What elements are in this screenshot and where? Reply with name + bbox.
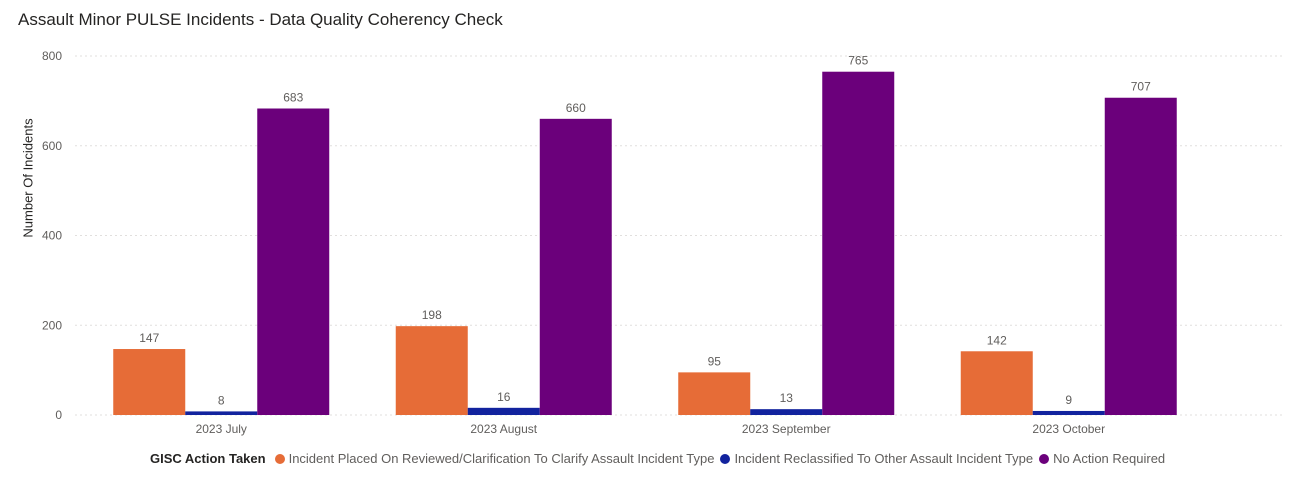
bar-2023-october-series-1[interactable] bbox=[960, 351, 1033, 415]
x-axis-categories: 2023 July 2023 August 2023 September 2023 O… bbox=[196, 422, 1106, 436]
legend-label-reclassified: Incident Reclassified To Other Assault I… bbox=[734, 451, 1034, 466]
legend-item-reviewed[interactable]: Incident Placed On Reviewed/Clarificatio… bbox=[274, 451, 715, 466]
x-category-2023-august: 2023 August bbox=[470, 422, 537, 436]
bar-2023-july-series-3[interactable] bbox=[257, 108, 330, 415]
y-tick-label-600: 600 bbox=[42, 139, 62, 153]
data-label-2023-july-series-2: 8 bbox=[218, 393, 225, 407]
bar-2023-august-series-2[interactable] bbox=[467, 407, 540, 415]
bars bbox=[113, 71, 1177, 416]
data-label-2023-october-series-2: 9 bbox=[1065, 393, 1072, 407]
y-axis-ticks: 0 200 400 600 800 bbox=[42, 49, 62, 422]
data-label-2023-september-series-1: 95 bbox=[708, 354, 722, 368]
x-category-2023-september: 2023 September bbox=[742, 422, 831, 436]
x-category-2023-october: 2023 October bbox=[1032, 422, 1105, 436]
bar-2023-september-series-3[interactable] bbox=[822, 71, 895, 416]
bar-2023-july-series-2[interactable] bbox=[185, 411, 258, 415]
data-label-2023-july-series-3: 683 bbox=[283, 91, 303, 105]
y-tick-label-0: 0 bbox=[55, 408, 62, 422]
data-label-2023-september-series-3: 765 bbox=[848, 54, 868, 68]
chart-title: Assault Minor PULSE Incidents - Data Qua… bbox=[18, 10, 503, 29]
data-label-2023-july-series-1: 147 bbox=[139, 331, 159, 345]
gridlines bbox=[75, 55, 1283, 416]
legend: GISC Action Taken Incident Placed On Rev… bbox=[150, 451, 1171, 466]
bar-2023-august-series-3[interactable] bbox=[539, 118, 612, 415]
bar-2023-october-series-3[interactable] bbox=[1104, 97, 1177, 415]
legend-item-no-action[interactable]: No Action Required bbox=[1039, 451, 1165, 466]
legend-label-no-action: No Action Required bbox=[1053, 451, 1166, 466]
data-label-2023-october-series-1: 142 bbox=[987, 333, 1007, 347]
y-tick-label-800: 800 bbox=[42, 49, 62, 63]
data-label-2023-august-series-3: 660 bbox=[566, 101, 586, 115]
bar-2023-july-series-1[interactable] bbox=[113, 349, 186, 415]
bar-2023-september-series-2[interactable] bbox=[750, 409, 823, 415]
data-label-2023-august-series-2: 16 bbox=[497, 390, 511, 404]
legend-title: GISC Action Taken bbox=[150, 451, 266, 466]
data-label-2023-october-series-3: 707 bbox=[1131, 80, 1151, 94]
data-labels: 147 8 683 198 16 660 95 13 765 142 9 707 bbox=[139, 54, 1151, 408]
bar-2023-october-series-2[interactable] bbox=[1032, 410, 1105, 415]
legend-dot-reviewed-icon bbox=[274, 453, 285, 464]
legend-dot-reclassified-icon bbox=[720, 453, 731, 464]
data-label-2023-august-series-1: 198 bbox=[422, 308, 442, 322]
legend-item-reclassified[interactable]: Incident Reclassified To Other Assault I… bbox=[720, 451, 1033, 466]
legend-dot-no-action-icon bbox=[1039, 453, 1050, 464]
bar-2023-august-series-1[interactable] bbox=[395, 326, 468, 415]
y-tick-label-200: 200 bbox=[42, 318, 62, 332]
x-category-2023-july: 2023 July bbox=[196, 422, 247, 436]
legend-label-reviewed: Incident Placed On Reviewed/Clarificatio… bbox=[288, 451, 715, 466]
bar-2023-september-series-1[interactable] bbox=[678, 372, 751, 415]
data-label-2023-september-series-2: 13 bbox=[780, 391, 794, 405]
y-tick-label-400: 400 bbox=[42, 229, 62, 243]
